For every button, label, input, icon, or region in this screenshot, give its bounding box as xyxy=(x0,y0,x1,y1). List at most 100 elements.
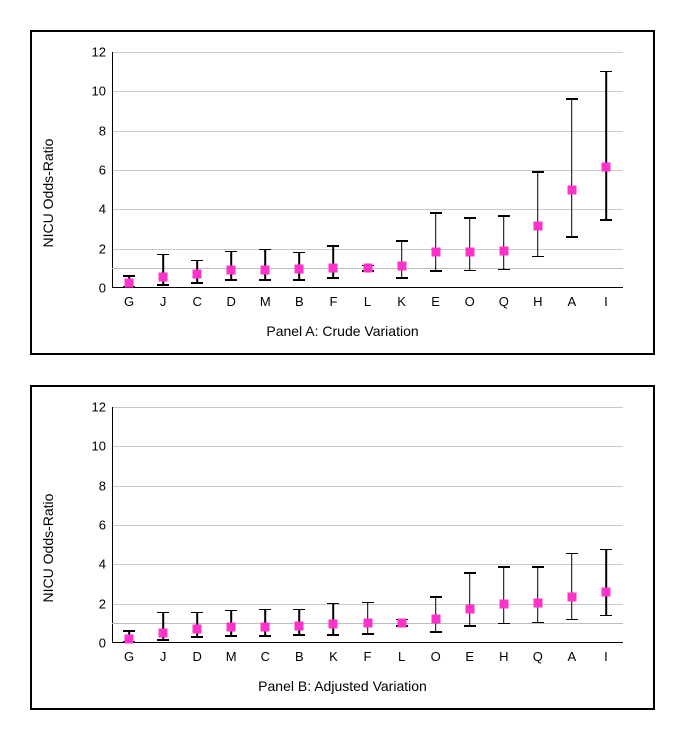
gridline xyxy=(112,249,623,250)
x-tick-label: Q xyxy=(533,649,543,664)
error-bar xyxy=(571,99,573,237)
x-tick-label: O xyxy=(465,294,475,309)
y-tick-label: 4 xyxy=(99,202,106,217)
x-tick-label: F xyxy=(329,294,337,309)
data-point xyxy=(329,264,338,273)
data-point xyxy=(567,592,576,601)
error-bar-cap xyxy=(430,596,442,598)
data-point xyxy=(193,625,202,634)
panelA-plot-area: 024681012GJCDMBFLKEOQHAI xyxy=(112,52,623,288)
error-bar-cap xyxy=(600,615,612,617)
x-tick-label: E xyxy=(431,294,440,309)
x-tick-label: D xyxy=(227,294,236,309)
error-bar xyxy=(435,213,437,271)
error-bar-cap xyxy=(191,282,203,284)
data-point xyxy=(601,163,610,172)
x-tick-label: L xyxy=(398,649,405,664)
x-tick-label: I xyxy=(604,294,608,309)
x-tick-label: B xyxy=(295,294,304,309)
y-tick-label: 12 xyxy=(92,45,106,60)
x-axis-line xyxy=(112,287,623,288)
x-tick-label: M xyxy=(260,294,271,309)
x-tick-label: Q xyxy=(499,294,509,309)
error-bar-cap xyxy=(362,602,374,604)
data-point xyxy=(261,623,270,632)
data-point xyxy=(499,599,508,608)
data-point xyxy=(465,604,474,613)
data-point xyxy=(295,622,304,631)
error-bar-cap xyxy=(532,622,544,624)
y-tick-label: 10 xyxy=(92,439,106,454)
error-bar-cap xyxy=(532,566,544,568)
error-bar xyxy=(469,573,471,626)
error-bar xyxy=(503,216,505,269)
error-bar-cap xyxy=(293,609,305,611)
y-tick-label: 2 xyxy=(99,596,106,611)
error-bar-cap xyxy=(430,212,442,214)
error-bar-cap xyxy=(327,603,339,605)
y-tick-label: 4 xyxy=(99,557,106,572)
error-bar-cap xyxy=(464,572,476,574)
panelA-panel: NICU Odds-RatioPanel A: Crude Variation0… xyxy=(30,30,655,355)
data-point xyxy=(397,262,406,271)
error-bar-cap xyxy=(362,633,374,635)
data-point xyxy=(499,246,508,255)
error-bar-cap xyxy=(293,252,305,254)
error-bar-cap xyxy=(464,270,476,272)
x-tick-label: A xyxy=(568,649,577,664)
gridline xyxy=(112,486,623,487)
x-tick-label: M xyxy=(226,649,237,664)
x-tick-label: J xyxy=(160,649,167,664)
data-point xyxy=(329,620,338,629)
y-tick-label: 10 xyxy=(92,84,106,99)
data-point xyxy=(261,266,270,275)
y-tick-label: 2 xyxy=(99,241,106,256)
error-bar xyxy=(605,550,607,616)
x-tick-label: I xyxy=(604,649,608,664)
x-tick-label: H xyxy=(533,294,542,309)
x-tick-label: E xyxy=(465,649,474,664)
x-tick-label: G xyxy=(124,649,134,664)
error-bar xyxy=(469,218,471,270)
y-tick-label: 6 xyxy=(99,163,106,178)
error-bar xyxy=(571,554,573,620)
panelB-panel: NICU Odds-RatioPanel B: Adjusted Variati… xyxy=(30,385,655,710)
x-tick-label: O xyxy=(431,649,441,664)
error-bar-cap xyxy=(191,260,203,262)
error-bar-cap xyxy=(259,635,271,637)
x-tick-label: C xyxy=(192,294,201,309)
error-bar-cap xyxy=(566,98,578,100)
gridline xyxy=(112,91,623,92)
panelB-plot-area: 024681012GJDMCBKFLOEHQAI xyxy=(112,407,623,643)
data-point xyxy=(397,619,406,628)
data-point xyxy=(159,273,168,282)
gridline xyxy=(112,131,623,132)
x-tick-label: A xyxy=(568,294,577,309)
error-bar-cap xyxy=(123,275,135,277)
x-tick-label: F xyxy=(364,649,372,664)
data-point xyxy=(465,247,474,256)
error-bar xyxy=(537,172,539,257)
y-tick-label: 8 xyxy=(99,123,106,138)
y-axis-line xyxy=(112,407,113,643)
error-bar-cap xyxy=(396,277,408,279)
panelA-y-axis-title: NICU Odds-Ratio xyxy=(40,138,56,247)
error-bar-cap xyxy=(157,254,169,256)
error-bar-cap xyxy=(293,634,305,636)
y-tick-label: 8 xyxy=(99,478,106,493)
error-bar-cap xyxy=(430,631,442,633)
gridline xyxy=(112,525,623,526)
error-bar xyxy=(537,567,539,622)
x-tick-label: K xyxy=(329,649,338,664)
x-tick-label: K xyxy=(397,294,406,309)
x-tick-label: J xyxy=(160,294,167,309)
error-bar-cap xyxy=(259,609,271,611)
error-bar-cap xyxy=(293,279,305,281)
error-bar-cap xyxy=(498,215,510,217)
data-point xyxy=(431,247,440,256)
data-point xyxy=(533,598,542,607)
error-bar-cap xyxy=(327,245,339,247)
error-bar-cap xyxy=(498,566,510,568)
panelB-y-axis-title: NICU Odds-Ratio xyxy=(40,493,56,602)
gridline xyxy=(112,170,623,171)
